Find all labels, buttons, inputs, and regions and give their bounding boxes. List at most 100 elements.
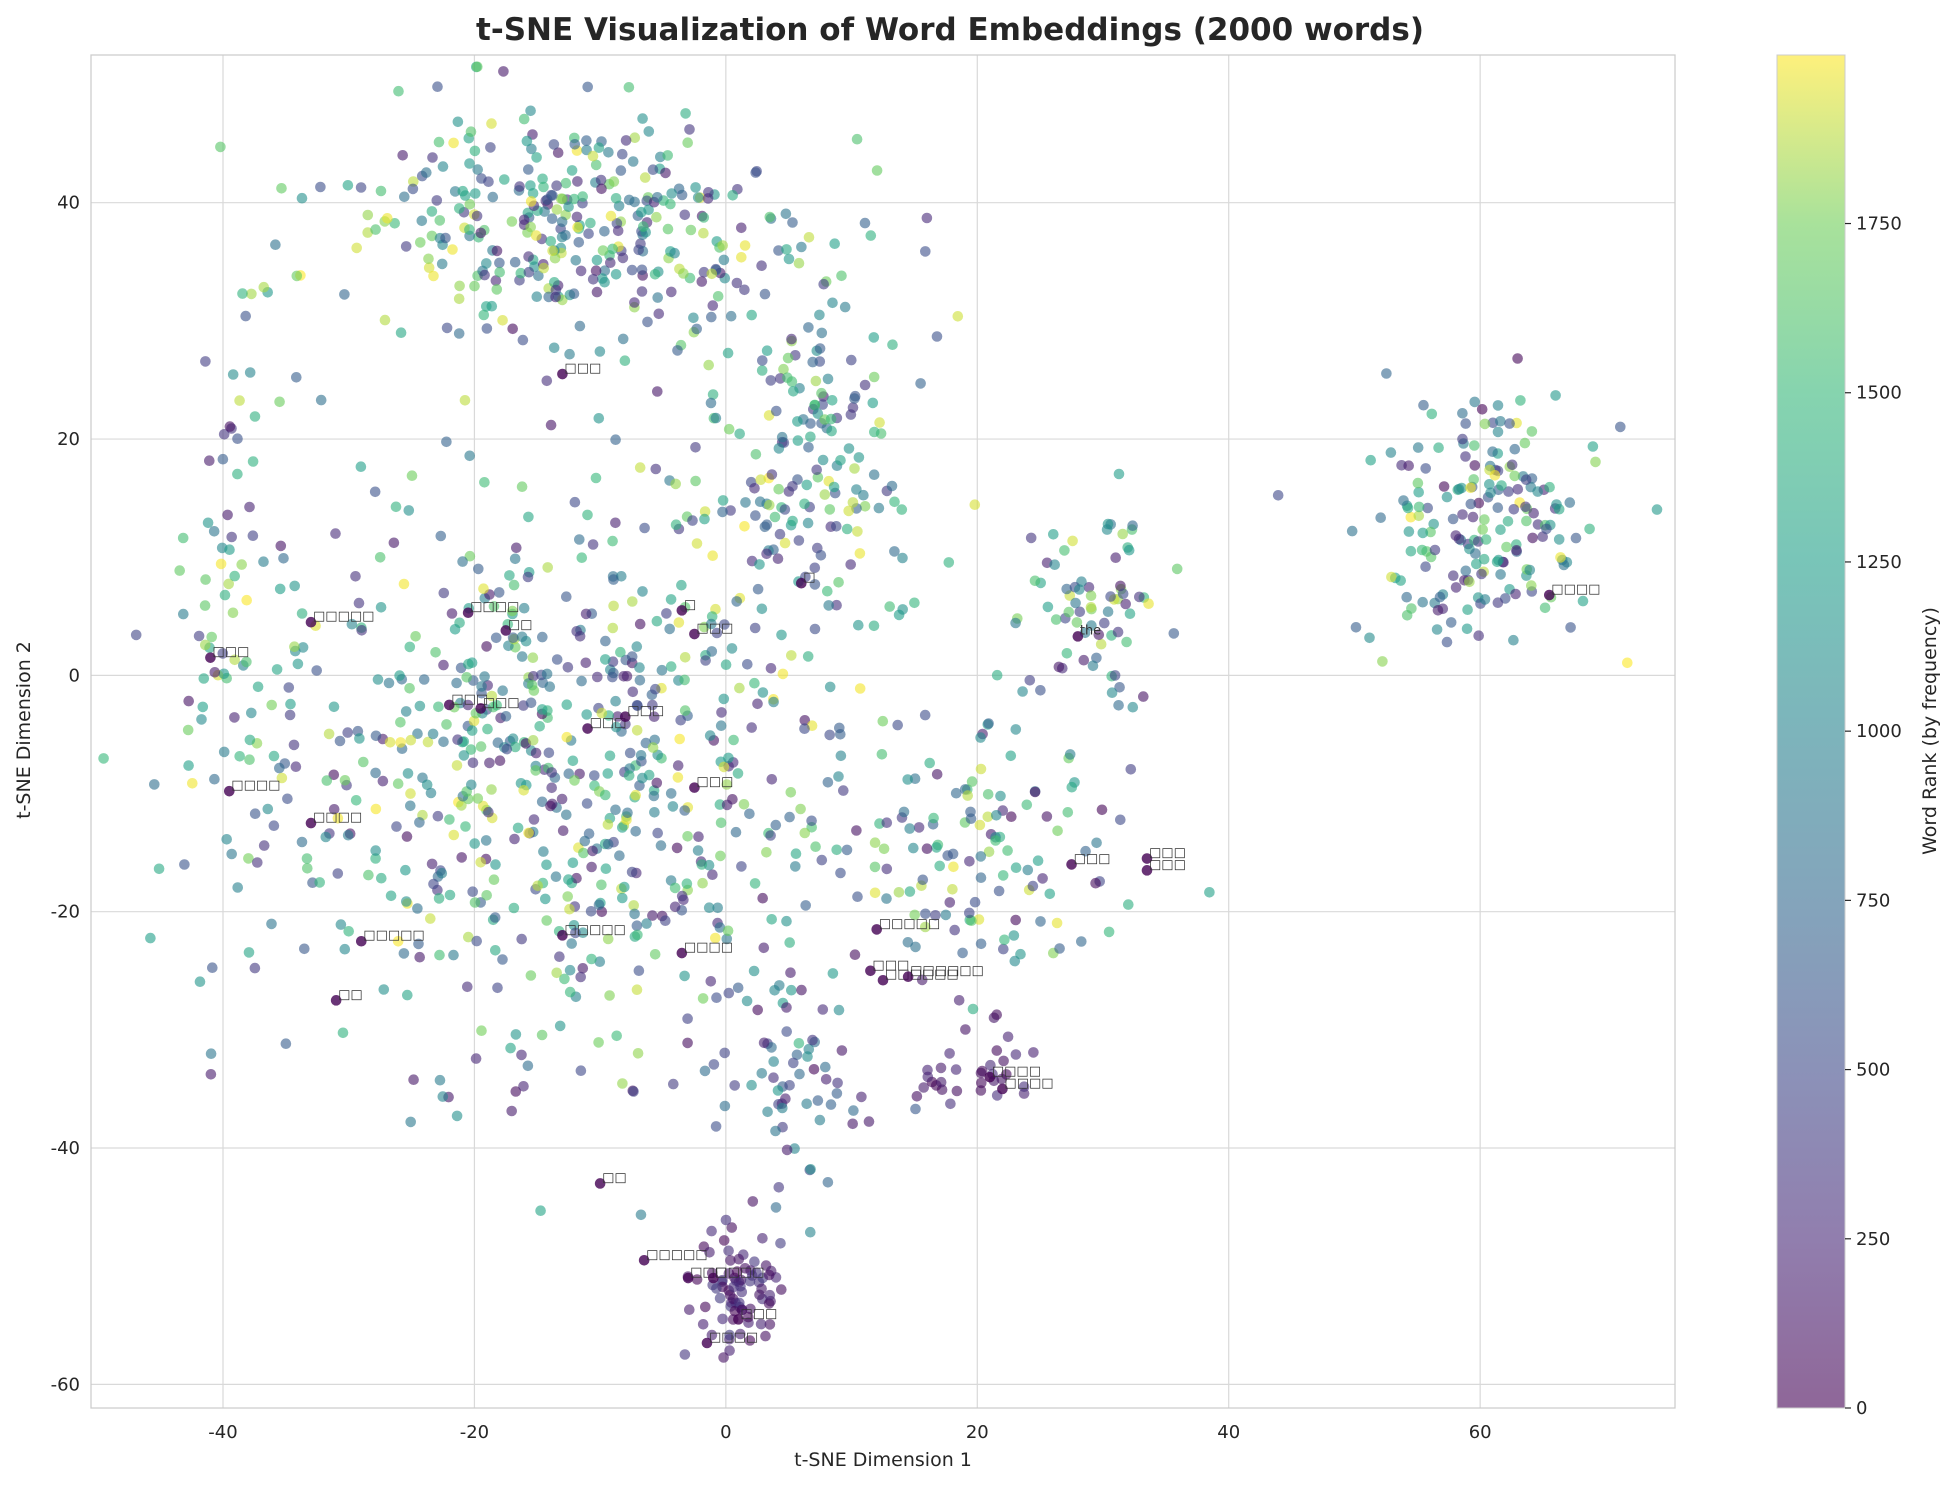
- data-point: [975, 763, 987, 775]
- data-point: [904, 886, 916, 897]
- annotated-point: [557, 930, 568, 941]
- data-point: [421, 779, 433, 791]
- data-point: [457, 556, 468, 567]
- colorbar-tick-label: 1250: [1856, 552, 1902, 573]
- data-point: [379, 314, 391, 326]
- data-point: [506, 1105, 517, 1117]
- data-point: [508, 579, 520, 591]
- data-point: [723, 987, 735, 999]
- data-point: [744, 808, 755, 820]
- data-point: [526, 143, 537, 155]
- data-point: [935, 1076, 947, 1088]
- data-point: [765, 663, 777, 674]
- data-point: [852, 526, 863, 537]
- data-point: [759, 288, 771, 300]
- data-point: [802, 651, 814, 662]
- data-point: [743, 1311, 754, 1323]
- data-point: [476, 681, 487, 692]
- data-point: [607, 535, 618, 547]
- y-tick-label: 20: [57, 429, 80, 450]
- data-point: [727, 190, 738, 201]
- data-point: [746, 722, 757, 733]
- data-point: [560, 230, 571, 241]
- data-point: [1496, 480, 1507, 491]
- data-point: [232, 468, 243, 480]
- data-point: [462, 981, 473, 993]
- data-point: [1520, 474, 1532, 486]
- data-point: [749, 878, 761, 889]
- data-point: [920, 908, 931, 920]
- data-point: [1476, 568, 1487, 580]
- data-point: [541, 859, 552, 871]
- data-point: [490, 945, 501, 956]
- data-point: [752, 583, 764, 595]
- data-point: [651, 615, 663, 627]
- data-point: [768, 696, 779, 708]
- data-point: [697, 993, 709, 1004]
- data-point: [587, 274, 599, 285]
- data-point: [1521, 515, 1532, 527]
- data-point: [665, 788, 677, 799]
- data-point: [985, 1059, 996, 1071]
- data-point: [848, 1105, 859, 1116]
- data-point: [342, 829, 354, 841]
- data-point: [964, 856, 975, 867]
- data-point: [803, 442, 814, 453]
- data-point: [849, 949, 861, 960]
- data-point: [878, 843, 890, 855]
- data-point: [1553, 534, 1565, 545]
- data-point: [833, 771, 844, 782]
- data-point: [969, 499, 981, 511]
- data-point: [1095, 638, 1107, 650]
- data-point: [441, 719, 452, 730]
- data-point: [763, 1269, 775, 1281]
- data-point: [635, 1209, 647, 1221]
- data-point: [719, 1047, 730, 1059]
- data-point: [682, 137, 693, 148]
- data-point: [704, 1247, 715, 1258]
- data-point: [321, 775, 333, 786]
- data-point: [982, 789, 994, 800]
- data-point: [198, 673, 210, 684]
- data-point: [617, 1078, 628, 1089]
- data-point: [350, 795, 362, 806]
- data-point: [525, 180, 536, 191]
- data-point: [904, 823, 915, 834]
- data-point: [863, 1116, 875, 1127]
- data-point: [877, 715, 889, 727]
- data-point: [427, 152, 438, 163]
- data-point: [1364, 632, 1375, 644]
- data-point: [385, 890, 397, 902]
- data-point: [453, 328, 465, 339]
- data-point: [271, 664, 283, 675]
- data-point: [1006, 811, 1017, 822]
- data-point: [820, 1061, 831, 1073]
- data-point: [834, 722, 845, 734]
- data-point: [244, 501, 255, 513]
- data-point: [449, 186, 461, 197]
- data-point: [1071, 617, 1083, 628]
- data-point: [587, 845, 598, 857]
- data-point: [652, 192, 663, 203]
- data-point: [575, 971, 586, 983]
- data-point: [247, 530, 259, 541]
- data-point: [705, 397, 717, 409]
- data-point: [1091, 652, 1102, 664]
- data-point: [700, 655, 711, 666]
- data-point: [1103, 926, 1115, 938]
- data-point: [541, 375, 553, 387]
- data-point: [781, 244, 792, 255]
- data-point: [548, 342, 560, 354]
- data-point: [1461, 623, 1473, 635]
- data-point: [600, 789, 611, 801]
- data-point: [824, 504, 836, 515]
- data-point: [869, 861, 881, 873]
- data-point: [881, 893, 892, 904]
- data-point: [153, 863, 165, 875]
- data-point: [463, 931, 474, 943]
- data-point: [523, 511, 534, 523]
- data-point: [425, 787, 437, 799]
- data-point: [525, 196, 537, 207]
- data-point: [953, 995, 965, 1006]
- data-point: [652, 292, 663, 303]
